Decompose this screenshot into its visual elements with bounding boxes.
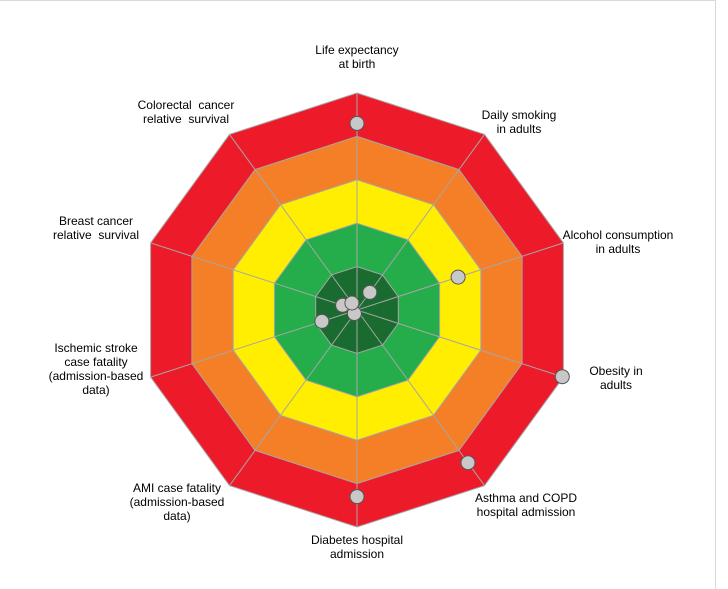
axis-label: Life expectancy at birth xyxy=(315,43,398,71)
radar-data-point xyxy=(349,115,365,131)
axis-label-line: case fatality xyxy=(64,355,127,369)
axis-label-line: Alcohol consumption xyxy=(563,228,674,242)
axis-label-line: data) xyxy=(82,383,109,397)
axis-label: Alcohol consumption in adults xyxy=(563,228,674,256)
axis-label-line: admission xyxy=(330,547,384,561)
radar-data-point xyxy=(460,455,476,471)
axis-label-line: Colorectal cancer xyxy=(138,98,235,112)
axis-label-line: Life expectancy xyxy=(315,43,398,57)
axis-label-line: Obesity in xyxy=(589,364,642,378)
axis-label-line: data) xyxy=(163,509,190,523)
axis-label-line: in adults xyxy=(596,242,641,256)
axis-label-line: relative survival xyxy=(53,228,139,242)
axis-label-line: (admission-based xyxy=(130,495,225,509)
radar-spoke xyxy=(150,242,358,311)
axis-label-line: in adults xyxy=(497,122,542,136)
axis-label-line: hospital admission xyxy=(477,505,576,519)
radar-spoke xyxy=(229,134,358,311)
axis-label: Breast cancer relative survival xyxy=(53,214,139,242)
radar-data-point xyxy=(349,489,365,505)
axis-label: Diabetes hospital admission xyxy=(311,533,403,561)
axis-label-line: Breast cancer xyxy=(59,214,133,228)
axis-label: AMI case fatality (admission-based data) xyxy=(130,481,225,523)
radar-data-point xyxy=(344,295,360,311)
axis-label: Daily smoking in adults xyxy=(482,108,557,136)
axis-label-line: AMI case fatality xyxy=(133,481,221,495)
axis-label: Colorectal cancer relative survival xyxy=(138,98,235,126)
radar-data-point xyxy=(450,269,466,285)
radar-markers xyxy=(314,115,570,505)
radar-data-point xyxy=(362,284,378,300)
axis-label-line: relative survival xyxy=(143,112,229,126)
radar-spoke xyxy=(356,309,485,486)
radar-data-point xyxy=(554,369,570,385)
axis-label-line: adults xyxy=(600,378,632,392)
axis-label-line: (admission-based xyxy=(49,369,144,383)
axis-label-line: Ischemic stroke xyxy=(54,341,138,355)
axis-label-line: Asthma and COPD xyxy=(475,491,577,505)
radar-spokes xyxy=(150,93,564,527)
axis-label-line: Diabetes hospital xyxy=(311,533,403,547)
radar-spoke xyxy=(229,309,358,486)
axis-label: Obesity in adults xyxy=(589,364,642,392)
radar-data-point xyxy=(314,313,330,329)
axis-label-line: Daily smoking xyxy=(482,108,557,122)
radar-spoke xyxy=(356,309,564,378)
axis-label: Asthma and COPD hospital admission xyxy=(475,491,577,519)
axis-label-line: at birth xyxy=(339,57,376,71)
axis-label: Ischemic stroke case fatality (admission-b… xyxy=(49,341,144,397)
radar-spoke xyxy=(356,134,485,311)
